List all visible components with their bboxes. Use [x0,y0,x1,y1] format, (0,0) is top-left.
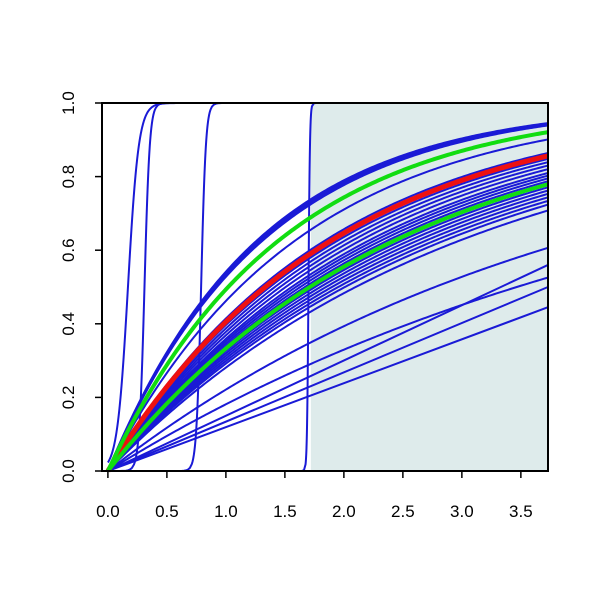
series-line-blue-3 [107,209,549,472]
series-line-blue-28 [107,306,549,472]
series-line-blue-8 [107,189,549,472]
plot-frame [101,102,549,472]
series-line-blue-26 [107,264,549,472]
series-line-blue-16 [107,164,549,472]
x-tick-label: 1.5 [273,502,297,521]
series-group [105,102,549,473]
series-line-blue-21 [107,138,549,472]
x-tick-label: 1.0 [214,502,238,521]
series-line-blue-25 [106,122,549,472]
series-line-green-34 [106,182,549,473]
series-line-blue-2 [107,246,549,472]
series-line-red-33 [105,153,549,473]
series-line-blue-27 [107,286,549,472]
x-tick-label: 0.5 [155,502,179,521]
y-tick-label: 0.8 [59,165,78,189]
series-line-blue-4 [107,203,549,472]
series-line-blue-12 [107,177,549,472]
series-line-blue-7 [107,192,549,472]
series-line-blue-14 [107,172,549,472]
series-line-blue-17 [107,161,549,472]
series-line-blue-5 [107,199,549,472]
series-line-blue-6 [107,196,549,472]
x-axis: 0.0 0.5 1.0 1.5 2.0 2.5 3.0 3.5 [96,471,533,521]
y-tick-label: 0.2 [59,386,78,410]
series-line-blue-13 [107,174,549,472]
x-tick-label: 2.5 [391,502,415,521]
y-tick-label: 1.0 [59,91,78,115]
axes-group [101,102,549,472]
x-tick-label: 2.0 [332,502,356,521]
y-tick-label: 0.0 [59,459,78,483]
series-line-blue-15 [107,168,549,472]
series-line-blue-1 [107,276,549,472]
x-tick-label: 0.0 [96,502,120,521]
series-line-green-35 [106,130,549,472]
x-tick-label: 3.5 [509,502,533,521]
y-tick-label: 0.6 [59,238,78,262]
y-tick-label: 0.4 [59,312,78,336]
y-axis: 0.0 0.2 0.4 0.6 0.8 1.0 [59,91,102,483]
x-tick-label: 3.0 [450,502,474,521]
